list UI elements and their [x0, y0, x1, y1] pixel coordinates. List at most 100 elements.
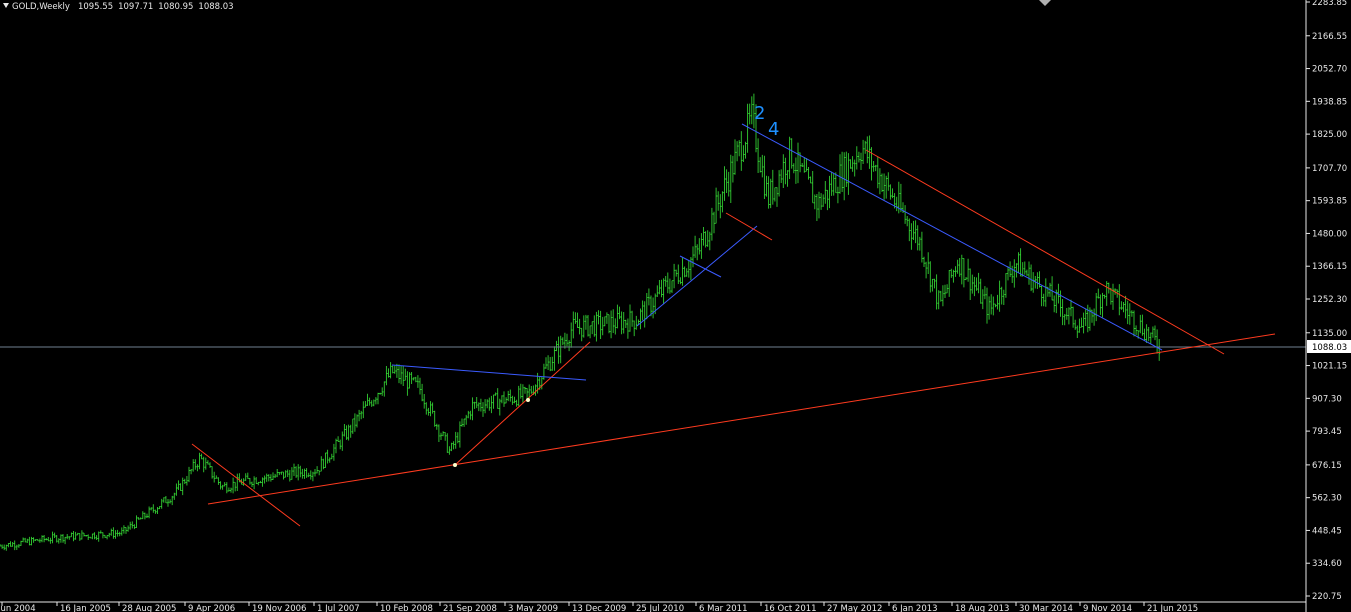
price-tick-label: 1021.15 [1312, 362, 1347, 372]
ohlc-bar [757, 138, 760, 173]
time-tick-label: 16 Jan 2005 [60, 604, 111, 612]
ohlc-bar [960, 254, 963, 285]
ohlc-bar [706, 230, 709, 247]
ohlc-bar [152, 504, 155, 513]
ohlc-bar [74, 531, 77, 540]
trendline-2010-short[interactable] [679, 255, 722, 278]
ohlc-bar [681, 257, 684, 286]
ohlc-bar [870, 147, 873, 181]
ohlc-bar [227, 487, 230, 492]
trendline-2008-channel[interactable] [391, 364, 587, 381]
ohlc-bar [988, 296, 991, 320]
ohlc-bar [341, 431, 344, 451]
ohlc-bar [908, 218, 911, 242]
ohlc-bar [230, 487, 232, 493]
price-axis[interactable]: 2283.85 2166.55 2052.70 1938.85 1825.00 1707.… [1305, 0, 1351, 612]
ohlc-bar [421, 383, 424, 402]
ohlc-bar [1030, 264, 1033, 292]
ohlc-bar [55, 535, 58, 543]
ohlc-bar [578, 318, 581, 335]
ohlc-bar [563, 332, 566, 349]
ohlc-bar [700, 233, 703, 259]
ohlc-bar [209, 462, 211, 468]
ohlc-bar [1074, 319, 1077, 330]
trendline-2011-cross[interactable] [725, 212, 773, 241]
ohlc-bar [971, 274, 974, 294]
ohlc-bar [454, 431, 457, 449]
ohlc-bar [994, 303, 997, 308]
ohlc-bar [948, 269, 951, 297]
ohlc-bar [1080, 317, 1083, 328]
ohlc-bar [339, 439, 342, 450]
ohlc-bar [830, 171, 833, 196]
ohlc-bar [979, 278, 982, 304]
ohlc-bar [500, 395, 503, 404]
ohlc-bar [517, 385, 520, 406]
ohlc-bar [1141, 314, 1144, 336]
ohlc-bar [826, 189, 829, 211]
wave-label-4[interactable]: 4 [768, 119, 779, 140]
ohlc-bar [899, 183, 902, 213]
ohlc-bar [162, 497, 165, 503]
ohlc-bar [950, 268, 953, 278]
ohlc-bar [807, 167, 810, 180]
ohlc-bar [202, 456, 205, 473]
ohlc-bar [851, 156, 854, 172]
ohlc-bar [1076, 325, 1079, 338]
trendlines[interactable] [191, 123, 1276, 527]
ohlc-bar [1154, 325, 1156, 341]
ohlc-bar [841, 151, 844, 192]
trendline-2008-support[interactable] [454, 341, 591, 466]
price-tick-label: 562.30 [1312, 494, 1342, 504]
time-axis[interactable]: Jun 2004 16 Jan 2005 28 Aug 2005 9 Apr 2006… [0, 601, 1306, 612]
ohlc-bar [175, 483, 178, 496]
ohlc-bar [293, 463, 295, 476]
ohlc-bar [662, 278, 665, 305]
ohlc-bar [59, 534, 62, 543]
ohlc-bar [958, 258, 961, 277]
ohlc-bar [708, 231, 711, 251]
ohlc-bar [673, 263, 676, 289]
ohlc-open: 1095.55 [77, 2, 114, 12]
ohlc-bar [190, 469, 193, 475]
ohlc-bar [977, 272, 980, 294]
ohlc-bar [1063, 314, 1066, 326]
ohlc-bar [782, 154, 785, 188]
anchor-point[interactable] [453, 463, 457, 467]
ohlc-bar [122, 525, 125, 534]
ohlc-bar [47, 537, 50, 542]
trendline-2010-channel[interactable] [636, 225, 758, 327]
chart-shift-marker[interactable] [1039, 0, 1051, 6]
trendline-long-support[interactable] [207, 333, 1276, 505]
wave-label-2[interactable]: 2 [754, 103, 765, 124]
anchor-point[interactable] [526, 398, 530, 402]
ohlc-bar [765, 175, 768, 197]
ohlc-bar [7, 543, 10, 548]
ohlc-bar [1084, 308, 1087, 326]
ohlc-bar [223, 482, 226, 487]
ohlc-bar [173, 492, 176, 500]
ohlc-bar [490, 395, 493, 414]
dropdown-triangle-icon[interactable] [3, 3, 9, 8]
ohlc-bar [1025, 269, 1028, 276]
ohlc-bar [1128, 303, 1131, 325]
ohlc-bar [389, 362, 392, 379]
ohlc-bar [1000, 286, 1003, 305]
trendline-2006-resistance[interactable] [191, 443, 301, 527]
symbol-header: GOLD,Weekly 1095.55 1097.71 1080.95 1088.03 [3, 2, 234, 12]
ohlc-bar [1042, 293, 1045, 307]
price-tick-label: 793.45 [1312, 427, 1342, 437]
ohlc-bar [461, 418, 463, 427]
ohlc-bar [597, 310, 600, 325]
ohlc-bar [954, 266, 957, 277]
ohlc-bar [206, 460, 209, 465]
trendline-downtrend-red[interactable] [865, 149, 1225, 355]
ohlc-bar [129, 521, 132, 530]
ohlc-bar [66, 534, 69, 540]
ohlc-bar [1124, 295, 1127, 319]
trendline-downtrend-blue[interactable] [741, 123, 1163, 351]
ohlc-bar [1086, 304, 1089, 333]
price-tick-label: 1366.15 [1312, 262, 1347, 272]
